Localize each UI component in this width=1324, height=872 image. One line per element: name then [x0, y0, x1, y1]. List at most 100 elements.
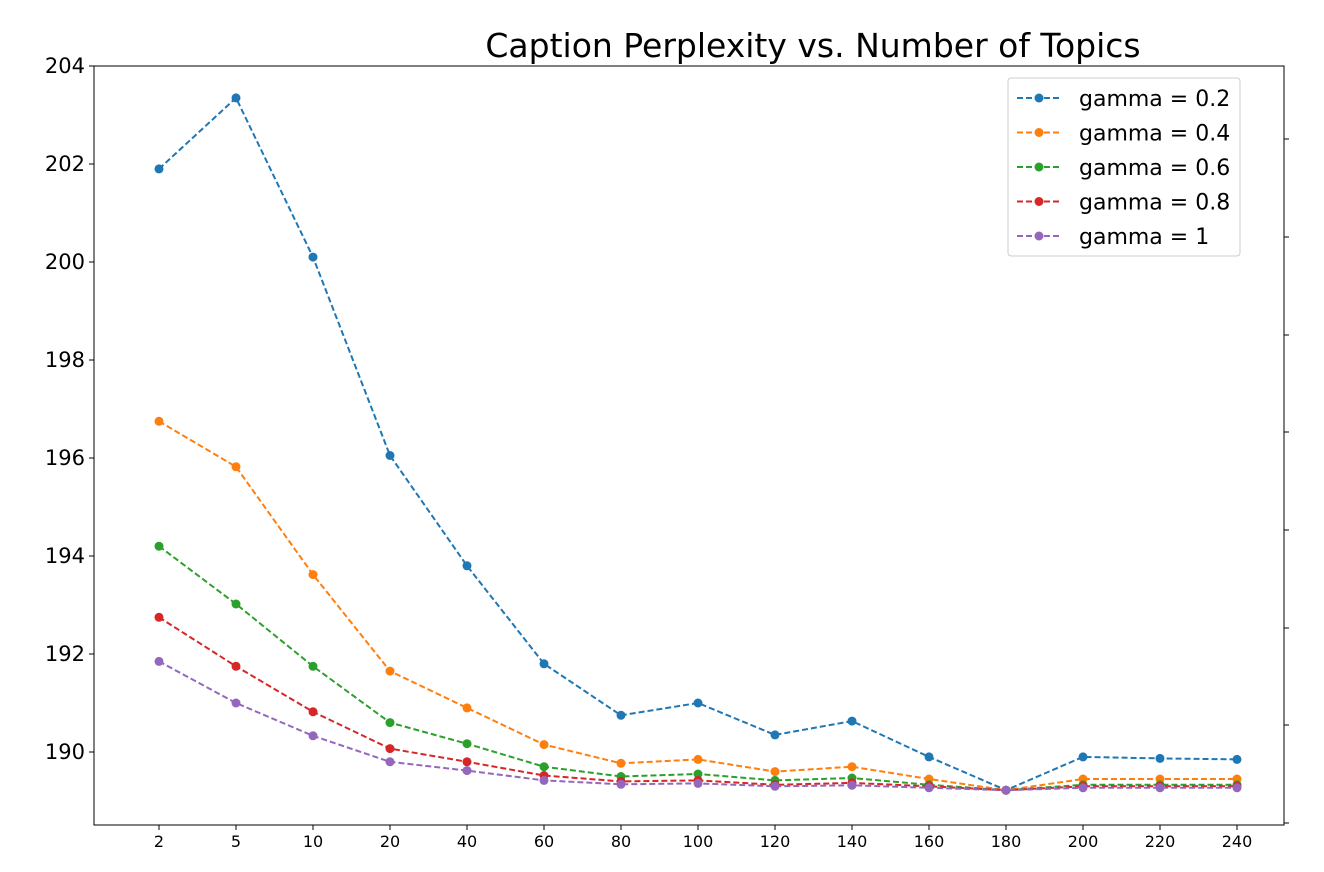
data-point [1232, 783, 1242, 793]
right-axis-ticks [1284, 138, 1289, 824]
series-5 [154, 656, 1242, 795]
y-axis: 190 192 194 196 198 200 202 204 [45, 54, 94, 764]
x-tick-label: 20 [380, 832, 400, 851]
x-tick-label: 2 [154, 832, 164, 851]
series-layer [154, 93, 1242, 795]
data-point [154, 612, 164, 622]
data-point [308, 707, 318, 717]
x-tick-label: 200 [1068, 832, 1099, 851]
data-point [539, 659, 549, 669]
x-tick-label: 240 [1222, 832, 1253, 851]
data-point [154, 416, 164, 426]
x-tick-label: 10 [303, 832, 323, 851]
data-point [385, 451, 395, 460]
data-point [385, 744, 395, 754]
y-tick-label: 202 [45, 152, 85, 176]
data-point [1078, 752, 1088, 762]
y-tick-label: 200 [45, 250, 85, 274]
x-axis: 2 5 10 20 40 60 80 100 120 140 160 180 200 220 240 [154, 825, 1252, 851]
data-point [385, 666, 395, 676]
legend-entry: gamma = 1 [1017, 225, 1209, 250]
data-point [462, 766, 472, 776]
series-1 [154, 93, 1242, 795]
data-point [231, 462, 241, 472]
plot-area [93, 65, 1285, 826]
data-point [1001, 785, 1011, 795]
data-point [693, 698, 703, 708]
data-point [385, 718, 395, 728]
legend: gamma = 0.2 gamma = 0.4 gamma = 0.6 gamma =… [1007, 77, 1241, 257]
x-tick-label: 160 [914, 832, 945, 851]
data-point [1232, 754, 1242, 764]
data-point [462, 757, 472, 767]
data-point [847, 780, 857, 790]
data-point [616, 710, 626, 720]
legend-marker [1034, 231, 1044, 241]
chart-title: Caption Perplexity vs. Number of Topics [485, 26, 1140, 65]
x-tick-label: 5 [231, 832, 241, 851]
data-point [539, 762, 549, 772]
y-tick-label: 204 [45, 54, 85, 78]
data-point [231, 661, 241, 671]
data-point [231, 599, 241, 609]
y-tick-label: 198 [45, 348, 85, 372]
data-point [385, 757, 395, 767]
legend-label: gamma = 0.2 [1079, 87, 1230, 112]
legend-entry: gamma = 0.8 [1017, 191, 1230, 216]
data-point [1155, 753, 1165, 763]
data-point [231, 93, 241, 103]
x-tick-label: 220 [1145, 832, 1176, 851]
legend-label: gamma = 0.8 [1079, 191, 1230, 216]
data-point [924, 752, 934, 762]
x-tick-label: 140 [837, 832, 868, 851]
legend-marker [1034, 162, 1044, 172]
data-point [308, 570, 318, 580]
data-point [539, 775, 549, 785]
series-line [158, 420, 1237, 792]
data-point [693, 754, 703, 764]
legend-entry: gamma = 0.2 [1017, 87, 1230, 112]
data-point [693, 769, 703, 779]
x-tick-label: 180 [991, 832, 1022, 851]
y-tick-label: 192 [45, 642, 85, 666]
y-tick-label: 196 [45, 446, 85, 470]
x-tick-label: 40 [457, 832, 477, 851]
x-tick-label: 60 [534, 832, 554, 851]
legend-label: gamma = 1 [1079, 225, 1209, 250]
data-point [770, 767, 780, 777]
x-tick-label: 80 [611, 832, 631, 851]
data-point [308, 661, 318, 671]
data-point [154, 541, 164, 551]
data-point [308, 252, 318, 262]
legend-label: gamma = 0.4 [1079, 122, 1230, 147]
y-tick-label: 190 [45, 740, 85, 764]
legend-label: gamma = 0.6 [1079, 156, 1230, 181]
data-point [231, 698, 241, 708]
legend-box [1007, 77, 1241, 257]
legend-marker [1034, 197, 1044, 206]
legend-marker [1034, 93, 1044, 103]
data-point [616, 758, 626, 768]
y-tick-label: 194 [45, 544, 85, 568]
data-point [770, 781, 780, 791]
legend-entry: gamma = 0.4 [1017, 122, 1230, 147]
series-line [158, 545, 1237, 792]
data-point [924, 783, 934, 793]
data-point [308, 731, 318, 741]
data-point [539, 740, 549, 750]
data-point [616, 779, 626, 789]
data-point [693, 778, 703, 788]
data-point [1078, 783, 1088, 793]
series-line [158, 96, 1238, 792]
data-point [847, 762, 857, 772]
x-tick-label: 100 [683, 832, 714, 851]
data-point [154, 164, 164, 174]
data-point [847, 716, 857, 726]
data-point [462, 703, 472, 713]
x-tick-label: 120 [760, 832, 791, 851]
data-point [154, 656, 164, 666]
legend-marker [1034, 128, 1044, 137]
data-point [462, 739, 472, 749]
data-point [1155, 783, 1165, 793]
